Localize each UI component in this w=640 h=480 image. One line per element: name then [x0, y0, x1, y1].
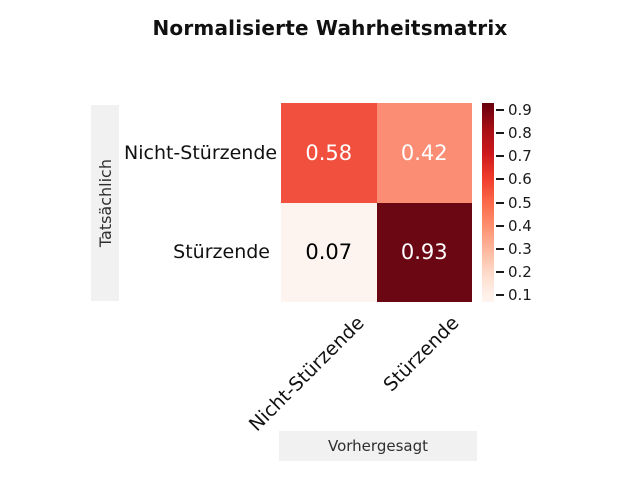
- heatmap-cell-r0c1: 0.42: [376, 103, 472, 203]
- chart-title: Normalisierte Wahrheitsmatrix: [152, 16, 508, 40]
- colorbar-tick-0.1: 0.1: [496, 286, 532, 305]
- colorbar-tick-dash: [496, 270, 504, 273]
- colorbar-tick-dash: [496, 155, 504, 158]
- heatmap-grid: 0.58 0.42 0.07 0.93: [281, 103, 472, 302]
- colorbar-tick-dash: [496, 294, 504, 297]
- colorbar-tick-0.8: 0.8: [496, 124, 532, 143]
- y-tick-label-1: Stürzende: [173, 241, 270, 264]
- colorbar-tick-label: 0.6: [508, 170, 532, 189]
- y-axis-band: Tatsächlich: [91, 105, 119, 301]
- colorbar-tick-0.7: 0.7: [496, 147, 532, 166]
- colorbar-tick-label: 0.9: [508, 100, 532, 119]
- x-tick-label-0: Nicht-Stürzende: [244, 312, 369, 436]
- colorbar-tick-0.4: 0.4: [496, 216, 532, 235]
- colorbar-tick-0.5: 0.5: [496, 193, 532, 212]
- y-axis-title: Tatsächlich: [95, 158, 115, 248]
- colorbar-tick-dash: [496, 224, 504, 227]
- colorbar-tick-0.6: 0.6: [496, 170, 532, 189]
- x-tick-label-1: Stürzende: [379, 312, 464, 397]
- y-tick-label-0: Nicht-Stürzende: [124, 141, 278, 164]
- colorbar-tick-0.2: 0.2: [496, 262, 532, 281]
- colorbar-tick-dash: [496, 247, 504, 250]
- colorbar-tick-dash: [496, 201, 504, 204]
- colorbar-gradient: [482, 103, 494, 302]
- colorbar-tick-dash: [496, 132, 504, 135]
- heatmap-cell-r1c0: 0.07: [281, 202, 377, 302]
- x-axis-title: Vorhergesagt: [328, 437, 428, 455]
- colorbar-tick-label: 0.8: [508, 124, 532, 143]
- colorbar-tick-0.3: 0.3: [496, 239, 532, 258]
- colorbar-tick-label: 0.2: [508, 262, 532, 281]
- colorbar-tick-label: 0.4: [508, 216, 532, 235]
- colorbar-tick-label: 0.5: [508, 193, 532, 212]
- x-axis-band: Vorhergesagt: [279, 431, 477, 461]
- heatmap-cell-r0c0: 0.58: [281, 103, 377, 203]
- colorbar-tick-label: 0.1: [508, 286, 532, 305]
- colorbar-tick-0.9: 0.9: [496, 100, 532, 119]
- heatmap-cell-r1c1: 0.93: [376, 202, 472, 302]
- colorbar-tick-label: 0.3: [508, 239, 532, 258]
- colorbar-tick-label: 0.7: [508, 147, 532, 166]
- colorbar-tick-dash: [496, 108, 504, 111]
- colorbar-tick-dash: [496, 178, 504, 181]
